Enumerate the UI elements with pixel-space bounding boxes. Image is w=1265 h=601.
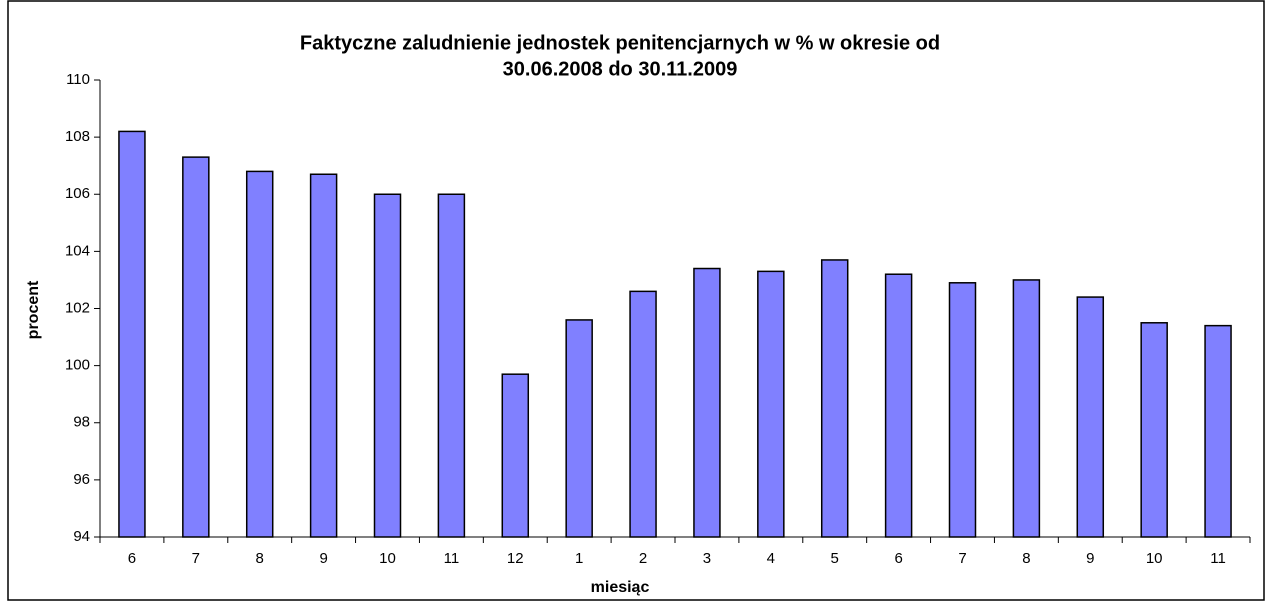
chart-title: Faktyczne zaludnienie jednostek penitenc… <box>300 32 940 54</box>
bar <box>820 259 849 538</box>
bar <box>884 273 913 538</box>
x-tick-label: 8 <box>1022 550 1030 567</box>
bar <box>373 193 402 538</box>
x-axis-label: miesiąc <box>591 579 650 596</box>
bar <box>1204 324 1232 538</box>
x-tick-label: 1 <box>575 550 583 567</box>
x-tick-label: 6 <box>894 550 902 567</box>
x-tick-label: 9 <box>1086 550 1094 567</box>
chart-title: 30.06.2008 do 30.11.2009 <box>503 58 738 80</box>
y-tick-label: 102 <box>65 299 90 316</box>
x-tick-label: 4 <box>767 550 775 567</box>
x-tick-label: 7 <box>958 550 966 567</box>
y-tick-label: 104 <box>65 242 90 259</box>
x-tick-label: 3 <box>703 550 711 567</box>
bar <box>437 193 466 538</box>
bar <box>1076 296 1105 538</box>
y-tick-label: 108 <box>65 128 90 145</box>
x-tick-label: 7 <box>192 550 200 567</box>
x-tick-label: 10 <box>1146 550 1163 567</box>
bar <box>693 267 721 538</box>
bar <box>629 290 657 538</box>
x-tick-label: 10 <box>379 550 396 567</box>
x-tick-label: 2 <box>639 550 647 567</box>
y-tick-label: 100 <box>65 357 90 374</box>
y-tick-label: 110 <box>66 71 90 88</box>
bar <box>948 282 977 538</box>
bar <box>309 173 338 538</box>
y-tick-label: 96 <box>73 471 90 488</box>
x-tick-label: 5 <box>831 550 839 567</box>
x-tick-label: 9 <box>319 550 327 567</box>
y-axis-label: procent <box>25 280 42 339</box>
bar <box>501 373 530 538</box>
bar <box>565 319 593 538</box>
bar <box>245 170 274 538</box>
bar <box>182 156 210 538</box>
x-tick-label: 12 <box>507 550 524 567</box>
x-tick-label: 8 <box>256 550 264 567</box>
bar <box>1012 279 1041 538</box>
bar <box>1140 322 1168 538</box>
x-tick-label: 6 <box>128 550 136 567</box>
y-tick-label: 94 <box>73 528 90 545</box>
y-tick-label: 106 <box>65 185 90 202</box>
x-tick-label: 11 <box>1210 550 1226 567</box>
bar <box>757 270 785 538</box>
x-tick-label: 11 <box>444 550 460 567</box>
bar <box>118 130 146 538</box>
y-tick-label: 98 <box>73 414 90 431</box>
